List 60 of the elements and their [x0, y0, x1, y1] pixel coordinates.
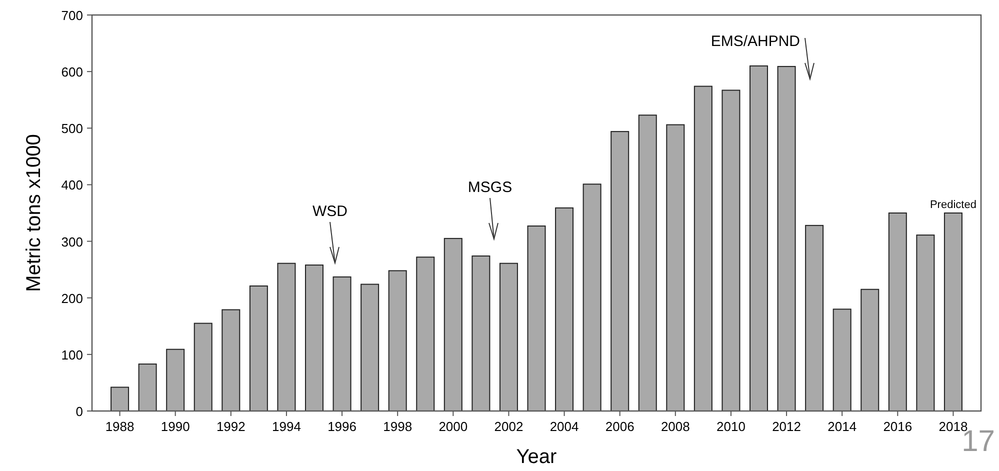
bar: [305, 264, 324, 412]
bar: [277, 262, 296, 412]
x-tick-label: 2010: [716, 419, 746, 434]
bar: [194, 322, 212, 412]
annotation: EMS/AHPND: [710, 33, 800, 50]
bar: [694, 86, 712, 412]
y-tick-label: 200: [61, 290, 83, 306]
x-tick-label: 2004: [550, 419, 579, 434]
bar: [860, 288, 880, 412]
bar: [777, 66, 796, 412]
y-tick-label: 300: [61, 234, 83, 250]
bar: [832, 308, 852, 412]
x-tick-label: 2002: [494, 419, 524, 434]
x-tick-label: 1988: [105, 419, 134, 434]
y-tick-label: 400: [61, 178, 83, 193]
bar: [472, 255, 490, 412]
bar: [666, 124, 685, 412]
annotation: MSGS: [468, 179, 512, 196]
bar: [499, 262, 518, 412]
y-tick-label: 100: [61, 347, 83, 362]
bar: [360, 284, 380, 412]
y-tick-label: 700: [61, 8, 83, 23]
x-tick-label: 2008: [660, 419, 690, 434]
bar: [555, 207, 574, 412]
bar: [332, 276, 352, 412]
bar: [138, 364, 157, 412]
bar: [750, 65, 768, 412]
y-tick-label: 600: [61, 64, 83, 80]
bar: [805, 224, 824, 412]
x-tick-label: 2006: [605, 419, 634, 434]
bar: [944, 212, 962, 412]
y-tick-label: 0: [76, 404, 83, 419]
bar: [249, 285, 268, 412]
x-tick-label: 2000: [438, 419, 468, 434]
x-tick-label: 1996: [328, 419, 356, 434]
x-tick-label: 2016: [883, 419, 912, 434]
bar: [610, 131, 630, 412]
bar: [638, 114, 657, 412]
bar: [388, 270, 407, 412]
x-tick-label: 2014: [828, 419, 857, 434]
bar: [110, 386, 130, 412]
bar: [416, 256, 435, 412]
x-axis-title: Year: [516, 446, 558, 468]
bar: [222, 309, 240, 412]
x-tick-label: 1994: [272, 419, 301, 434]
annotation: WSD: [312, 203, 348, 220]
data-label: Predicted: [930, 199, 976, 211]
y-tick-label: 500: [61, 121, 83, 136]
bar: [527, 226, 546, 412]
bar: [722, 90, 740, 412]
x-tick-label: 1990: [160, 419, 190, 434]
bar: [582, 184, 602, 412]
bar: [166, 348, 185, 412]
bar: [916, 234, 935, 412]
bar: [888, 212, 907, 412]
bar: [444, 238, 462, 412]
y-axis-title: Metric tons x1000: [23, 134, 45, 292]
x-tick-label: 2012: [772, 419, 801, 434]
x-tick-label: 1992: [216, 419, 246, 434]
x-tick-label: 1998: [383, 419, 412, 434]
